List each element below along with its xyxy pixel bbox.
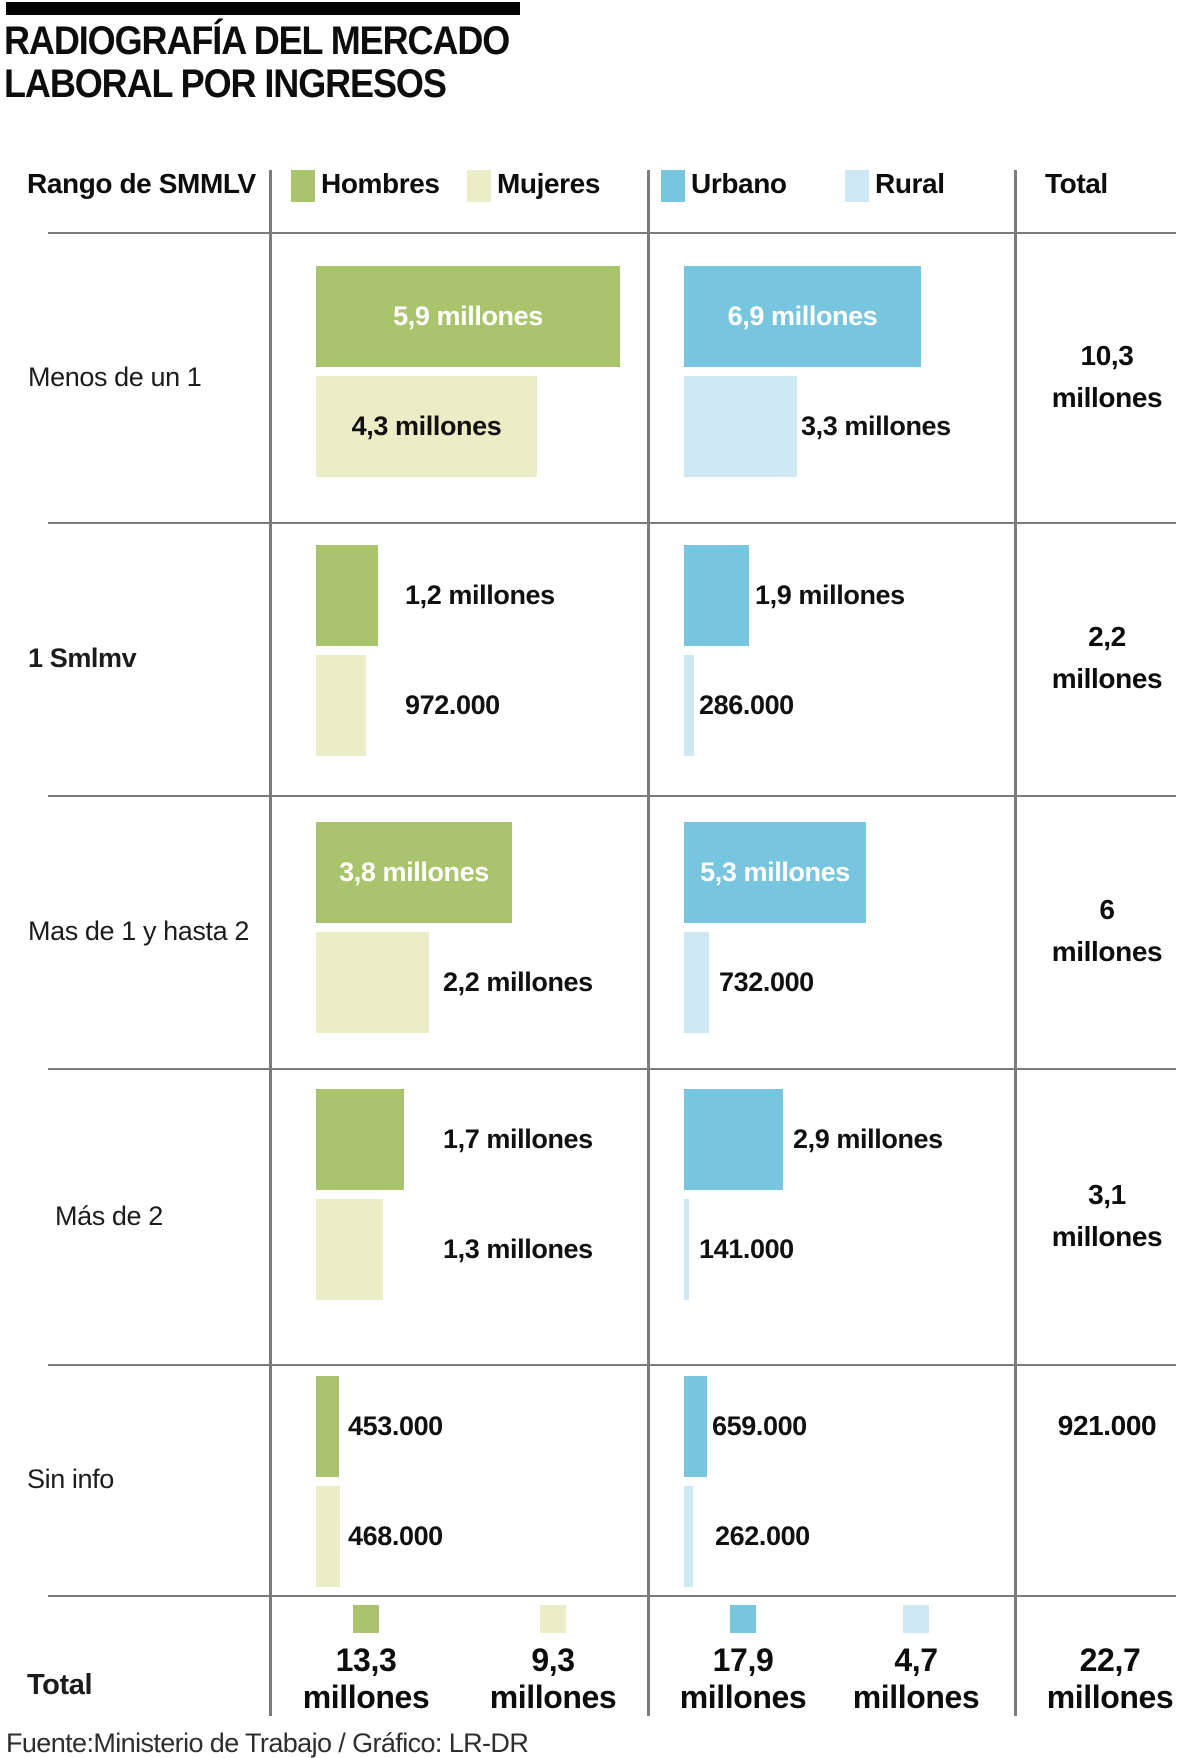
urbano-legend-swatch xyxy=(661,170,685,202)
rural-legend-swatch xyxy=(845,170,869,202)
row-label-1: Menos de un 1 xyxy=(28,361,202,392)
row-label-2: 1 Smlmv xyxy=(28,643,137,673)
row-total-2: 2,2 millones xyxy=(1051,621,1163,694)
mujeres-bar xyxy=(316,932,429,1033)
page-title: RADIOGRAFÍA DEL MERCADO LABORAL POR INGR… xyxy=(4,19,510,106)
column-header-total: Total xyxy=(1045,168,1108,199)
hombres-value-label: 1,7 millones xyxy=(443,1124,593,1154)
hombres-bar xyxy=(316,266,620,367)
hombres-total-value: 13,3 millones xyxy=(302,1642,430,1715)
hombres-value-label: 5,9 millones xyxy=(393,301,543,331)
row-total-4: 3,1 millones xyxy=(1051,1179,1163,1252)
mujeres-legend-swatch xyxy=(467,170,491,202)
urbano-value-label: 6,9 millones xyxy=(727,301,878,331)
rural-bar xyxy=(684,1199,689,1300)
rural-total-value: 4,7 millones xyxy=(852,1642,980,1715)
urbano-bar xyxy=(684,545,749,646)
urbano-bar xyxy=(684,1089,783,1190)
mujeres-value-label: 468.000 xyxy=(348,1521,443,1551)
column-divider-2 xyxy=(647,170,650,1716)
mujeres-value-label: 4,3 millones xyxy=(351,411,502,441)
urbano-value-label: 1,9 millones xyxy=(755,580,905,610)
rural-bar xyxy=(684,932,709,1033)
title-rule xyxy=(6,2,520,15)
mujeres-total-swatch xyxy=(540,1605,566,1633)
hombres-bar xyxy=(316,1376,339,1477)
grand-total-value: 22,7 millones xyxy=(1046,1642,1174,1715)
urbano-bar xyxy=(684,822,866,923)
hombres-bar xyxy=(316,1089,404,1190)
row-label-3: Mas de 1 y hasta 2 xyxy=(28,916,249,946)
rural-value-label: 262.000 xyxy=(715,1521,810,1551)
mujeres-value-label: 1,3 millones xyxy=(443,1234,593,1264)
hombres-value-label: 3,8 millones xyxy=(339,857,489,887)
row-total-1: 10,3 millones xyxy=(1051,340,1163,413)
mujeres-total-value: 9,3 millones xyxy=(489,1642,617,1715)
row-total-5: 921.000 xyxy=(1057,1410,1157,1441)
column-divider-1 xyxy=(269,170,272,1716)
row-separator-3 xyxy=(48,795,1176,797)
hombres-bar xyxy=(316,545,378,646)
rural-value-label: 3,3 millones xyxy=(801,411,951,441)
row-separator-6 xyxy=(48,1595,1176,1597)
page-title-line2: LABORAL POR INGRESOS xyxy=(4,62,447,106)
column-header-range: Rango de SMMLV xyxy=(27,168,256,199)
rural-bar xyxy=(684,655,694,756)
legend-label-urbano: Urbano xyxy=(691,168,787,199)
row-separator-5 xyxy=(48,1364,1176,1366)
hombres-value-label: 453.000 xyxy=(348,1411,443,1441)
urbano-bar xyxy=(684,266,921,367)
rural-total-swatch xyxy=(903,1605,929,1633)
column-divider-3 xyxy=(1014,170,1017,1716)
urbano-value-label: 659.000 xyxy=(712,1411,807,1441)
row-label-total: Total xyxy=(27,1668,93,1701)
hombres-legend-swatch xyxy=(291,170,315,202)
rural-value-label: 286.000 xyxy=(699,690,794,720)
mujeres-bar xyxy=(316,1199,383,1300)
row-separator-4 xyxy=(48,1068,1176,1070)
rural-bar xyxy=(684,376,797,477)
urbano-value-label: 2,9 millones xyxy=(793,1124,943,1154)
hombres-value-label: 1,2 millones xyxy=(405,580,555,610)
legend-label-hombres: Hombres xyxy=(321,168,440,199)
hombres-total-swatch xyxy=(353,1605,379,1633)
urbano-total-swatch xyxy=(730,1605,756,1633)
mujeres-value-label: 972.000 xyxy=(405,690,500,720)
rural-value-label: 732.000 xyxy=(719,967,814,997)
mujeres-bar xyxy=(316,376,537,477)
rural-bar xyxy=(684,1486,693,1587)
row-label-5: Sin info xyxy=(27,1464,114,1494)
hombres-bar xyxy=(316,822,512,923)
legend-label-rural: Rural xyxy=(875,168,945,199)
legend-label-mujeres: Mujeres xyxy=(497,168,601,199)
urbano-total-value: 17,9 millones xyxy=(679,1642,807,1715)
source-credit: Fuente:Ministerio de Trabajo / Gráfico: … xyxy=(6,1728,529,1758)
mujeres-value-label: 2,2 millones xyxy=(443,967,593,997)
row-label-4: Más de 2 xyxy=(55,1200,163,1231)
urbano-bar xyxy=(684,1376,707,1477)
row-separator-2 xyxy=(48,522,1176,524)
mujeres-bar xyxy=(316,655,366,756)
page-title-line1: RADIOGRAFÍA DEL MERCADO xyxy=(4,19,510,63)
row-total-3: 6 millones xyxy=(1051,894,1163,967)
rural-value-label: 141.000 xyxy=(699,1234,794,1264)
urbano-value-label: 5,3 millones xyxy=(700,857,850,887)
row-separator-1 xyxy=(48,232,1176,234)
mujeres-bar xyxy=(316,1486,340,1587)
